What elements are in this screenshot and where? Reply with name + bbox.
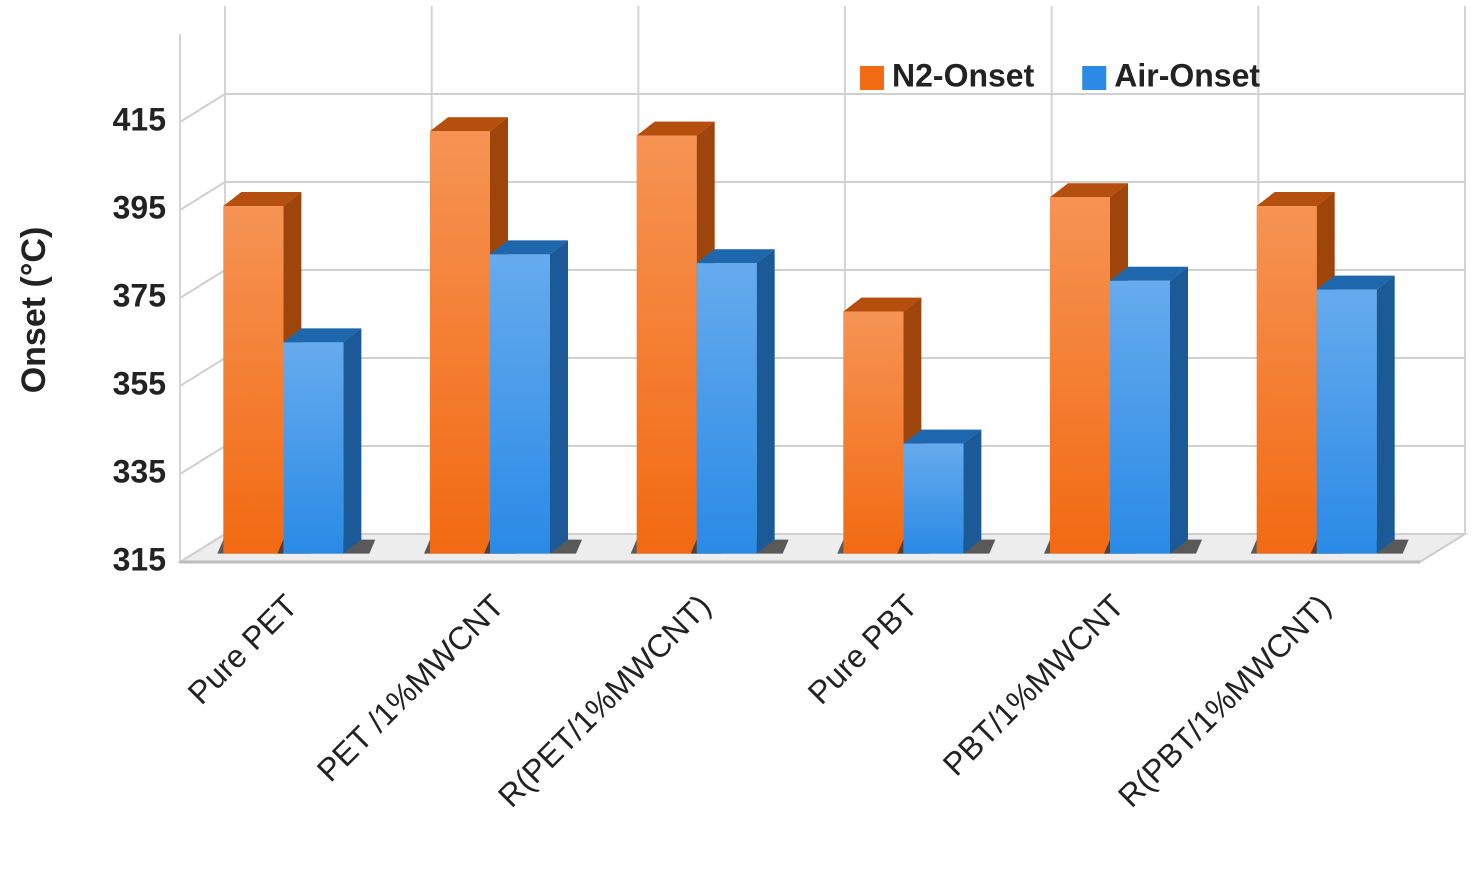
y-tick-label: 415 <box>113 101 166 137</box>
bar-face-shade <box>636 121 715 136</box>
bar-shine <box>1110 280 1170 554</box>
bar-face <box>283 328 362 343</box>
bar-shine <box>283 342 344 554</box>
bar-face <box>1316 275 1395 290</box>
bar-face <box>550 240 568 554</box>
bar-face <box>1110 266 1188 281</box>
bar-face-shade <box>756 249 775 554</box>
y-tick-label: 335 <box>113 453 166 489</box>
bar-face-shade <box>843 297 922 312</box>
bar-face <box>1170 266 1188 554</box>
bar-face <box>903 429 982 444</box>
bar-face <box>756 249 775 554</box>
bar-face-shade <box>1316 275 1395 290</box>
bar-face-shade <box>696 249 775 264</box>
bar-face-shade <box>1170 266 1188 554</box>
x-tick-label: Pure PET <box>181 587 305 711</box>
bar-face <box>343 328 362 554</box>
bar-shine <box>223 206 284 554</box>
x-tick-label: R(PET/1%MWCNT) <box>491 587 718 814</box>
bar-face-shade <box>283 328 362 343</box>
bar-shine <box>1256 206 1317 554</box>
bar-face <box>843 297 922 312</box>
bar-face <box>1256 192 1335 206</box>
grid-line <box>179 181 1465 211</box>
x-tick-label: PET /1%MWCNT <box>310 587 511 788</box>
bar-face-shade <box>223 192 302 206</box>
y-tick-label: 395 <box>113 189 166 225</box>
x-tick-label: Pure PBT <box>801 587 925 711</box>
bar-face <box>223 192 302 206</box>
grid-line <box>179 93 1465 123</box>
bar-shine <box>1050 197 1110 554</box>
bar-face-shade <box>903 429 982 444</box>
bar-face <box>963 429 982 554</box>
y-tick-label: 315 <box>113 541 166 577</box>
bar-face <box>490 240 568 255</box>
bar-shine <box>636 135 697 554</box>
legend-label: N2-Onset <box>892 57 1035 93</box>
bar-face-shade <box>343 328 362 554</box>
bar-shine <box>490 254 550 554</box>
bar-face-shade <box>1256 192 1335 206</box>
bar-shine <box>696 263 757 554</box>
legend-label: Air-Onset <box>1114 57 1260 93</box>
bar-face-shade <box>430 117 508 132</box>
bar-face-shade <box>1376 275 1395 554</box>
bar-face <box>430 117 508 132</box>
bar-face <box>636 121 715 136</box>
bar-shine <box>1316 289 1377 554</box>
bar-shine <box>903 443 964 554</box>
x-tick-label: PBT/1%MWCNT <box>936 587 1131 782</box>
bar-shine <box>843 311 904 554</box>
bar-face <box>1376 275 1395 554</box>
y-tick-label: 355 <box>113 365 166 401</box>
x-tick-label: R(PBT/1%MWCNT) <box>1111 587 1338 814</box>
bar-face-shade <box>963 429 982 554</box>
legend-swatch <box>1082 66 1107 90</box>
bar-face-shade <box>490 240 568 255</box>
legend-swatch <box>860 66 884 90</box>
bar-face-shade <box>1050 183 1128 198</box>
bar-face <box>696 249 775 264</box>
bar-shine <box>430 131 490 554</box>
y-axis-label: Onset (°C) <box>15 227 53 394</box>
bar-face-shade <box>1110 266 1188 281</box>
y-tick-label: 375 <box>113 277 166 313</box>
bar-face <box>1050 183 1128 198</box>
bar-face-shade <box>550 240 568 554</box>
